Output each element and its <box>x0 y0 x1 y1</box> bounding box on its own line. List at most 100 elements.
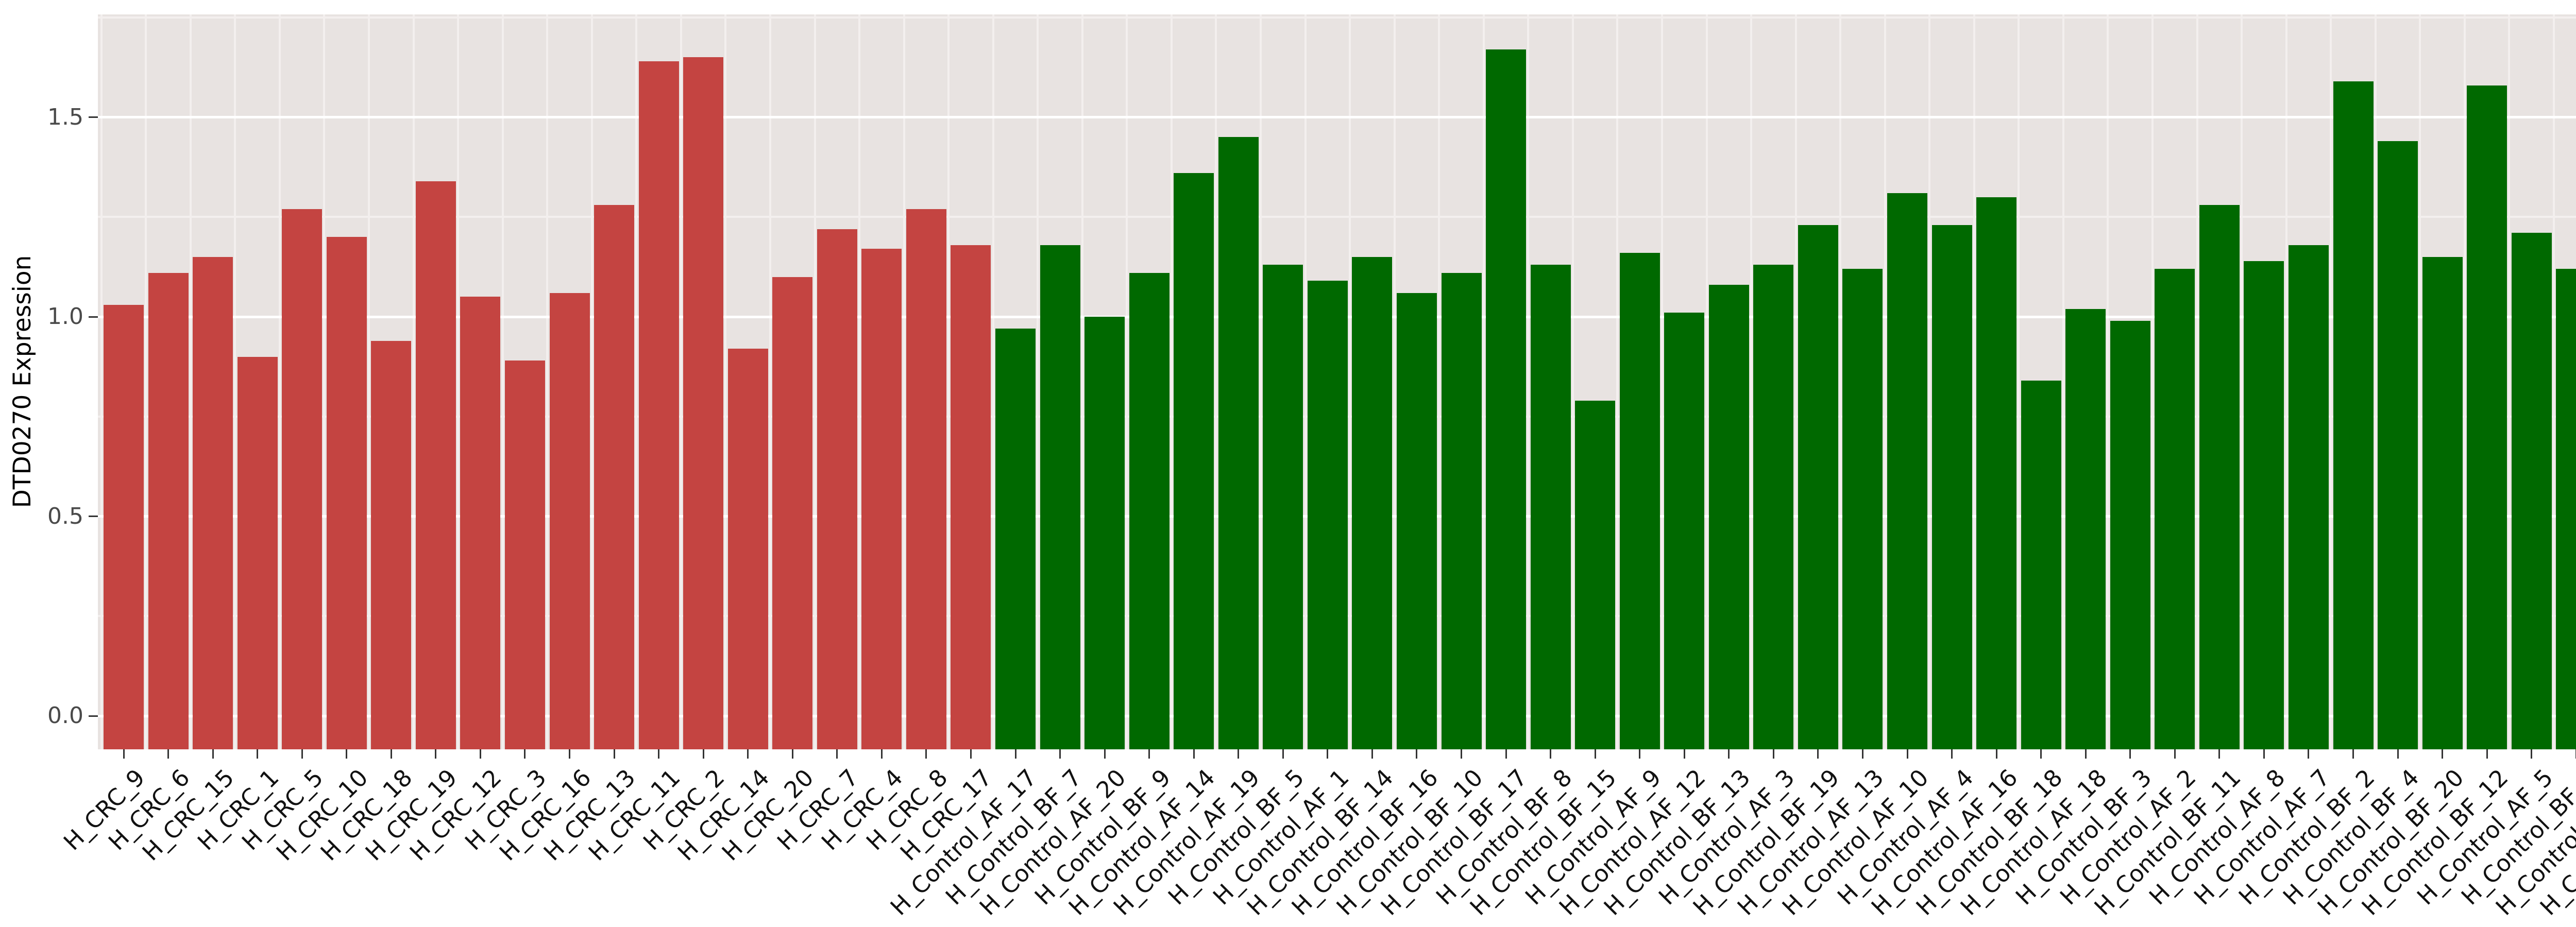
x-tick-mark-H_Control_AF_4 <box>1951 749 1953 759</box>
x-tick-mark-H_Control_BF_13 <box>1728 749 1730 759</box>
gridline-vertical <box>1037 14 1039 749</box>
bar-H_Control_AF_16 <box>1976 197 2017 749</box>
x-tick-mark-H_Control_AF_5 <box>2531 749 2533 759</box>
x-tick-mark-H_Control_BF_20 <box>2442 749 2444 759</box>
gridline-vertical <box>1571 14 1574 749</box>
gridline-vertical <box>680 14 682 749</box>
gridline-vertical <box>323 14 326 749</box>
x-tick-mark-H_CRC_7 <box>836 749 838 759</box>
bar-H_Control_AF_18 <box>2065 308 2106 749</box>
bar-H_CRC_15 <box>193 256 233 749</box>
x-tick-mark-H_Control_BF_4 <box>2397 749 2399 759</box>
bar-H_CRC_19 <box>415 181 456 749</box>
x-tick-mark-H_Control_BF_8 <box>1550 749 1552 759</box>
gridline-vertical <box>368 14 370 749</box>
bar-H_Control_AF_8 <box>2244 261 2284 749</box>
x-tick-mark-H_Control_BF_12 <box>2486 749 2488 759</box>
gridline-vertical <box>1928 14 1931 749</box>
x-tick-mark-H_CRC_13 <box>613 749 615 759</box>
gridline-vertical <box>1349 14 1351 749</box>
bar-H_Control_AF_20 <box>1084 317 1125 749</box>
gridline-vertical <box>947 14 950 749</box>
gridline-vertical <box>1884 14 1886 749</box>
x-tick-mark-H_Control_BF_19 <box>1817 749 1819 759</box>
y-tick-mark-0.0 <box>89 715 98 717</box>
x-tick-mark-H_Control_AF_12 <box>1683 749 1685 759</box>
bar-H_CRC_2 <box>683 57 724 749</box>
gridline-vertical <box>2508 14 2511 749</box>
gridline-vertical <box>2463 14 2466 749</box>
gridline-vertical <box>2241 14 2243 749</box>
bar-H_Control_AF_17 <box>995 329 1036 749</box>
gridline-vertical <box>814 14 816 749</box>
bar-H_CRC_17 <box>951 245 991 749</box>
gridline-vertical <box>2196 14 2198 749</box>
gridline-vertical <box>1750 14 1753 749</box>
x-tick-mark-H_CRC_16 <box>569 749 570 759</box>
gridline-vertical <box>2107 14 2109 749</box>
x-tick-mark-H_Control_AF_8 <box>2263 749 2265 759</box>
gridline-vertical <box>2374 14 2377 749</box>
x-tick-mark-H_Control_AF_19 <box>1238 749 1240 759</box>
gridline-vertical <box>189 14 192 749</box>
bar-H_Control_BF_16 <box>1396 293 1437 749</box>
gridline-vertical <box>724 14 727 749</box>
bar-H_Control_BF_6 <box>2556 269 2576 749</box>
bar-H_Control_BF_7 <box>1040 245 1080 749</box>
bar-H_Control_BF_20 <box>2422 256 2463 749</box>
y-axis-title: DTD0270 Expression <box>8 255 37 508</box>
x-tick-mark-H_CRC_15 <box>212 749 214 759</box>
y-tick-label-1.0: 1.0 <box>47 303 83 330</box>
x-tick-mark-H_Control_BF_15 <box>1594 749 1596 759</box>
gridline-vertical <box>858 14 861 749</box>
gridline-vertical <box>1215 14 1217 749</box>
bar-H_CRC_11 <box>638 61 679 749</box>
gridline-vertical <box>903 14 905 749</box>
gridline-vertical <box>457 14 460 749</box>
y-tick-label-1.5: 1.5 <box>47 104 83 130</box>
x-tick-mark-H_Control_AF_20 <box>1104 749 1106 759</box>
gridline-vertical <box>412 14 415 749</box>
x-tick-mark-H_Control_AF_16 <box>1995 749 1997 759</box>
gridline-vertical <box>2552 14 2555 749</box>
bar-H_CRC_13 <box>594 205 635 749</box>
gridline-vertical <box>590 14 593 749</box>
bar-H_CRC_3 <box>504 360 545 749</box>
bar-H_CRC_18 <box>371 340 412 749</box>
gridline-vertical <box>2151 14 2154 749</box>
bar-H_Control_BF_4 <box>2378 141 2418 749</box>
bar-H_CRC_7 <box>817 229 857 749</box>
bar-H_Control_BF_10 <box>1441 272 1482 749</box>
x-tick-mark-H_CRC_17 <box>970 749 972 759</box>
bar-H_Control_AF_12 <box>1664 313 1705 749</box>
x-tick-mark-H_Control_AF_7 <box>2308 749 2310 759</box>
x-tick-mark-H_Control_AF_9 <box>1639 749 1641 759</box>
x-tick-mark-H_Control_BF_14 <box>1371 749 1373 759</box>
x-tick-mark-H_Control_AF_2 <box>2174 749 2176 759</box>
y-tick-mark-1.0 <box>89 316 98 318</box>
gridline-vertical <box>1527 14 1530 749</box>
gridline-vertical <box>546 14 549 749</box>
y-tick-mark-1.5 <box>89 116 98 118</box>
bar-H_CRC_8 <box>906 209 946 749</box>
gridline-vertical <box>1260 14 1262 749</box>
bar-H_Control_AF_1 <box>1307 281 1348 749</box>
bar-H_Control_BF_17 <box>1486 49 1527 749</box>
gridline-vertical <box>992 14 994 749</box>
x-tick-mark-H_Control_AF_18 <box>2084 749 2087 759</box>
bar-H_Control_BF_19 <box>1798 225 1838 749</box>
x-tick-mark-H_Control_AF_3 <box>1772 749 1774 759</box>
gridline-vertical <box>1482 14 1485 749</box>
bar-H_Control_AF_9 <box>1619 253 1660 749</box>
gridline-vertical <box>278 14 281 749</box>
bar-H_Control_BF_18 <box>2021 381 2061 749</box>
bar-H_CRC_4 <box>861 249 902 749</box>
y-tick-mark-0.5 <box>89 516 98 517</box>
gridline-vertical <box>1438 14 1440 749</box>
x-tick-mark-H_CRC_14 <box>747 749 749 759</box>
x-tick-mark-H_CRC_2 <box>702 749 704 759</box>
x-tick-mark-H_CRC_9 <box>123 749 125 759</box>
gridline-vertical <box>2330 14 2332 749</box>
y-tick-label-0.0: 0.0 <box>47 702 83 729</box>
x-tick-mark-H_CRC_1 <box>257 749 259 759</box>
